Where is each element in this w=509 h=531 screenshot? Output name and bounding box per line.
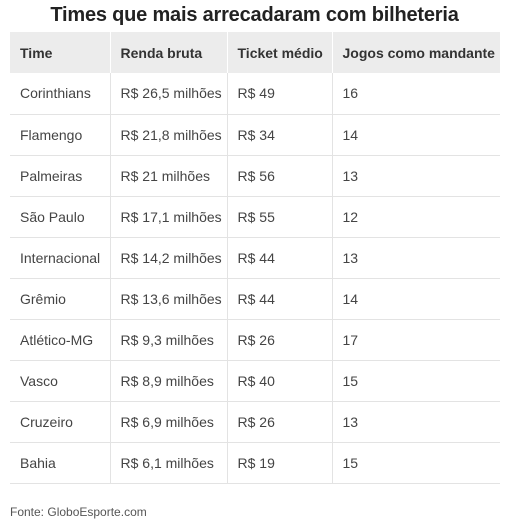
table-row: Vasco R$ 8,9 milhões R$ 40 15 — [10, 360, 500, 402]
source-note: Fonte: GloboEsporte.com — [10, 505, 147, 519]
cell-time: Atlético-MG — [10, 319, 111, 361]
table-row: Corinthians R$ 26,5 milhões R$ 49 16 — [10, 73, 500, 115]
cell-renda-bruta: R$ 17,1 milhões — [110, 196, 228, 238]
cell-renda-bruta: R$ 6,9 milhões — [110, 401, 228, 443]
table-row: Internacional R$ 14,2 milhões R$ 44 13 — [10, 237, 500, 279]
cell-ticket-medio: R$ 56 — [227, 155, 333, 197]
cell-jogos-mandante: 15 — [332, 442, 500, 484]
cell-time: Vasco — [10, 360, 111, 402]
cell-time: Palmeiras — [10, 155, 111, 197]
cell-ticket-medio: R$ 44 — [227, 278, 333, 320]
table-row: Palmeiras R$ 21 milhões R$ 56 13 — [10, 155, 500, 197]
table-header: Time Renda bruta Ticket médio Jogos como… — [10, 32, 500, 73]
cell-jogos-mandante: 16 — [332, 73, 500, 115]
table-row: São Paulo R$ 17,1 milhões R$ 55 12 — [10, 196, 500, 238]
cell-renda-bruta: R$ 6,1 milhões — [110, 442, 228, 484]
cell-ticket-medio: R$ 26 — [227, 319, 333, 361]
cell-renda-bruta: R$ 8,9 milhões — [110, 360, 228, 402]
table-row: Atlético-MG R$ 9,3 milhões R$ 26 17 — [10, 319, 500, 361]
cell-renda-bruta: R$ 14,2 milhões — [110, 237, 228, 279]
table-row: Grêmio R$ 13,6 milhões R$ 44 14 — [10, 278, 500, 320]
ticket-revenue-table: Time Renda bruta Ticket médio Jogos como… — [10, 32, 500, 484]
cell-jogos-mandante: 14 — [332, 114, 500, 156]
cell-ticket-medio: R$ 44 — [227, 237, 333, 279]
page-title: Times que mais arrecadaram com bilheteri… — [50, 4, 459, 26]
cell-time: São Paulo — [10, 196, 111, 238]
cell-renda-bruta: R$ 13,6 milhões — [110, 278, 228, 320]
table-body: Corinthians R$ 26,5 milhões R$ 49 16 Fla… — [10, 73, 500, 484]
cell-time: Corinthians — [10, 73, 111, 115]
cell-jogos-mandante: 14 — [332, 278, 500, 320]
header-ticket-medio: Ticket médio — [227, 32, 333, 73]
cell-renda-bruta: R$ 9,3 milhões — [110, 319, 228, 361]
header-time: Time — [10, 32, 111, 73]
cell-ticket-medio: R$ 40 — [227, 360, 333, 402]
cell-time: Cruzeiro — [10, 401, 111, 443]
cell-jogos-mandante: 13 — [332, 401, 500, 443]
cell-time: Internacional — [10, 237, 111, 279]
cell-renda-bruta: R$ 26,5 milhões — [110, 73, 228, 115]
header-renda-bruta: Renda bruta — [110, 32, 228, 73]
cell-jogos-mandante: 12 — [332, 196, 500, 238]
cell-jogos-mandante: 17 — [332, 319, 500, 361]
cell-time: Flamengo — [10, 114, 111, 156]
cell-time: Bahia — [10, 442, 111, 484]
cell-jogos-mandante: 13 — [332, 237, 500, 279]
cell-ticket-medio: R$ 19 — [227, 442, 333, 484]
table-row: Bahia R$ 6,1 milhões R$ 19 15 — [10, 442, 500, 484]
cell-time: Grêmio — [10, 278, 111, 320]
table-row: Cruzeiro R$ 6,9 milhões R$ 26 13 — [10, 401, 500, 443]
cell-ticket-medio: R$ 49 — [227, 73, 333, 115]
cell-ticket-medio: R$ 55 — [227, 196, 333, 238]
cell-jogos-mandante: 15 — [332, 360, 500, 402]
cell-ticket-medio: R$ 26 — [227, 401, 333, 443]
cell-ticket-medio: R$ 34 — [227, 114, 333, 156]
table-row: Flamengo R$ 21,8 milhões R$ 34 14 — [10, 114, 500, 156]
cell-jogos-mandante: 13 — [332, 155, 500, 197]
header-row: Time Renda bruta Ticket médio Jogos como… — [10, 32, 500, 73]
cell-renda-bruta: R$ 21,8 milhões — [110, 114, 228, 156]
header-jogos-mandante: Jogos como mandante — [342, 44, 495, 61]
cell-renda-bruta: R$ 21 milhões — [110, 155, 228, 197]
